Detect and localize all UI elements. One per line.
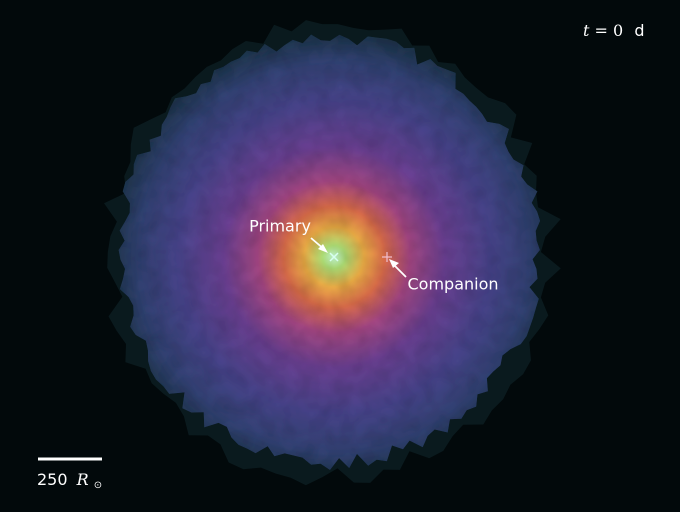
time-equals: = <box>595 21 608 40</box>
scale-unit-subscript: ⊙ <box>94 480 102 491</box>
time-label: t = 0 d <box>583 21 644 40</box>
time-unit: d <box>634 21 644 40</box>
primary-marker <box>329 252 339 262</box>
time-value: 0 <box>613 21 623 40</box>
companion-marker <box>382 252 392 262</box>
companion-label: Companion <box>407 275 498 294</box>
scale-unit: R <box>76 470 89 489</box>
scale-label: 250 R ⊙ <box>37 470 102 492</box>
annotation-arrows <box>310 237 407 278</box>
primary-label: Primary <box>249 217 311 236</box>
time-variable: t <box>583 21 590 40</box>
scale-value: 250 <box>37 470 68 489</box>
envelope <box>118 34 541 470</box>
